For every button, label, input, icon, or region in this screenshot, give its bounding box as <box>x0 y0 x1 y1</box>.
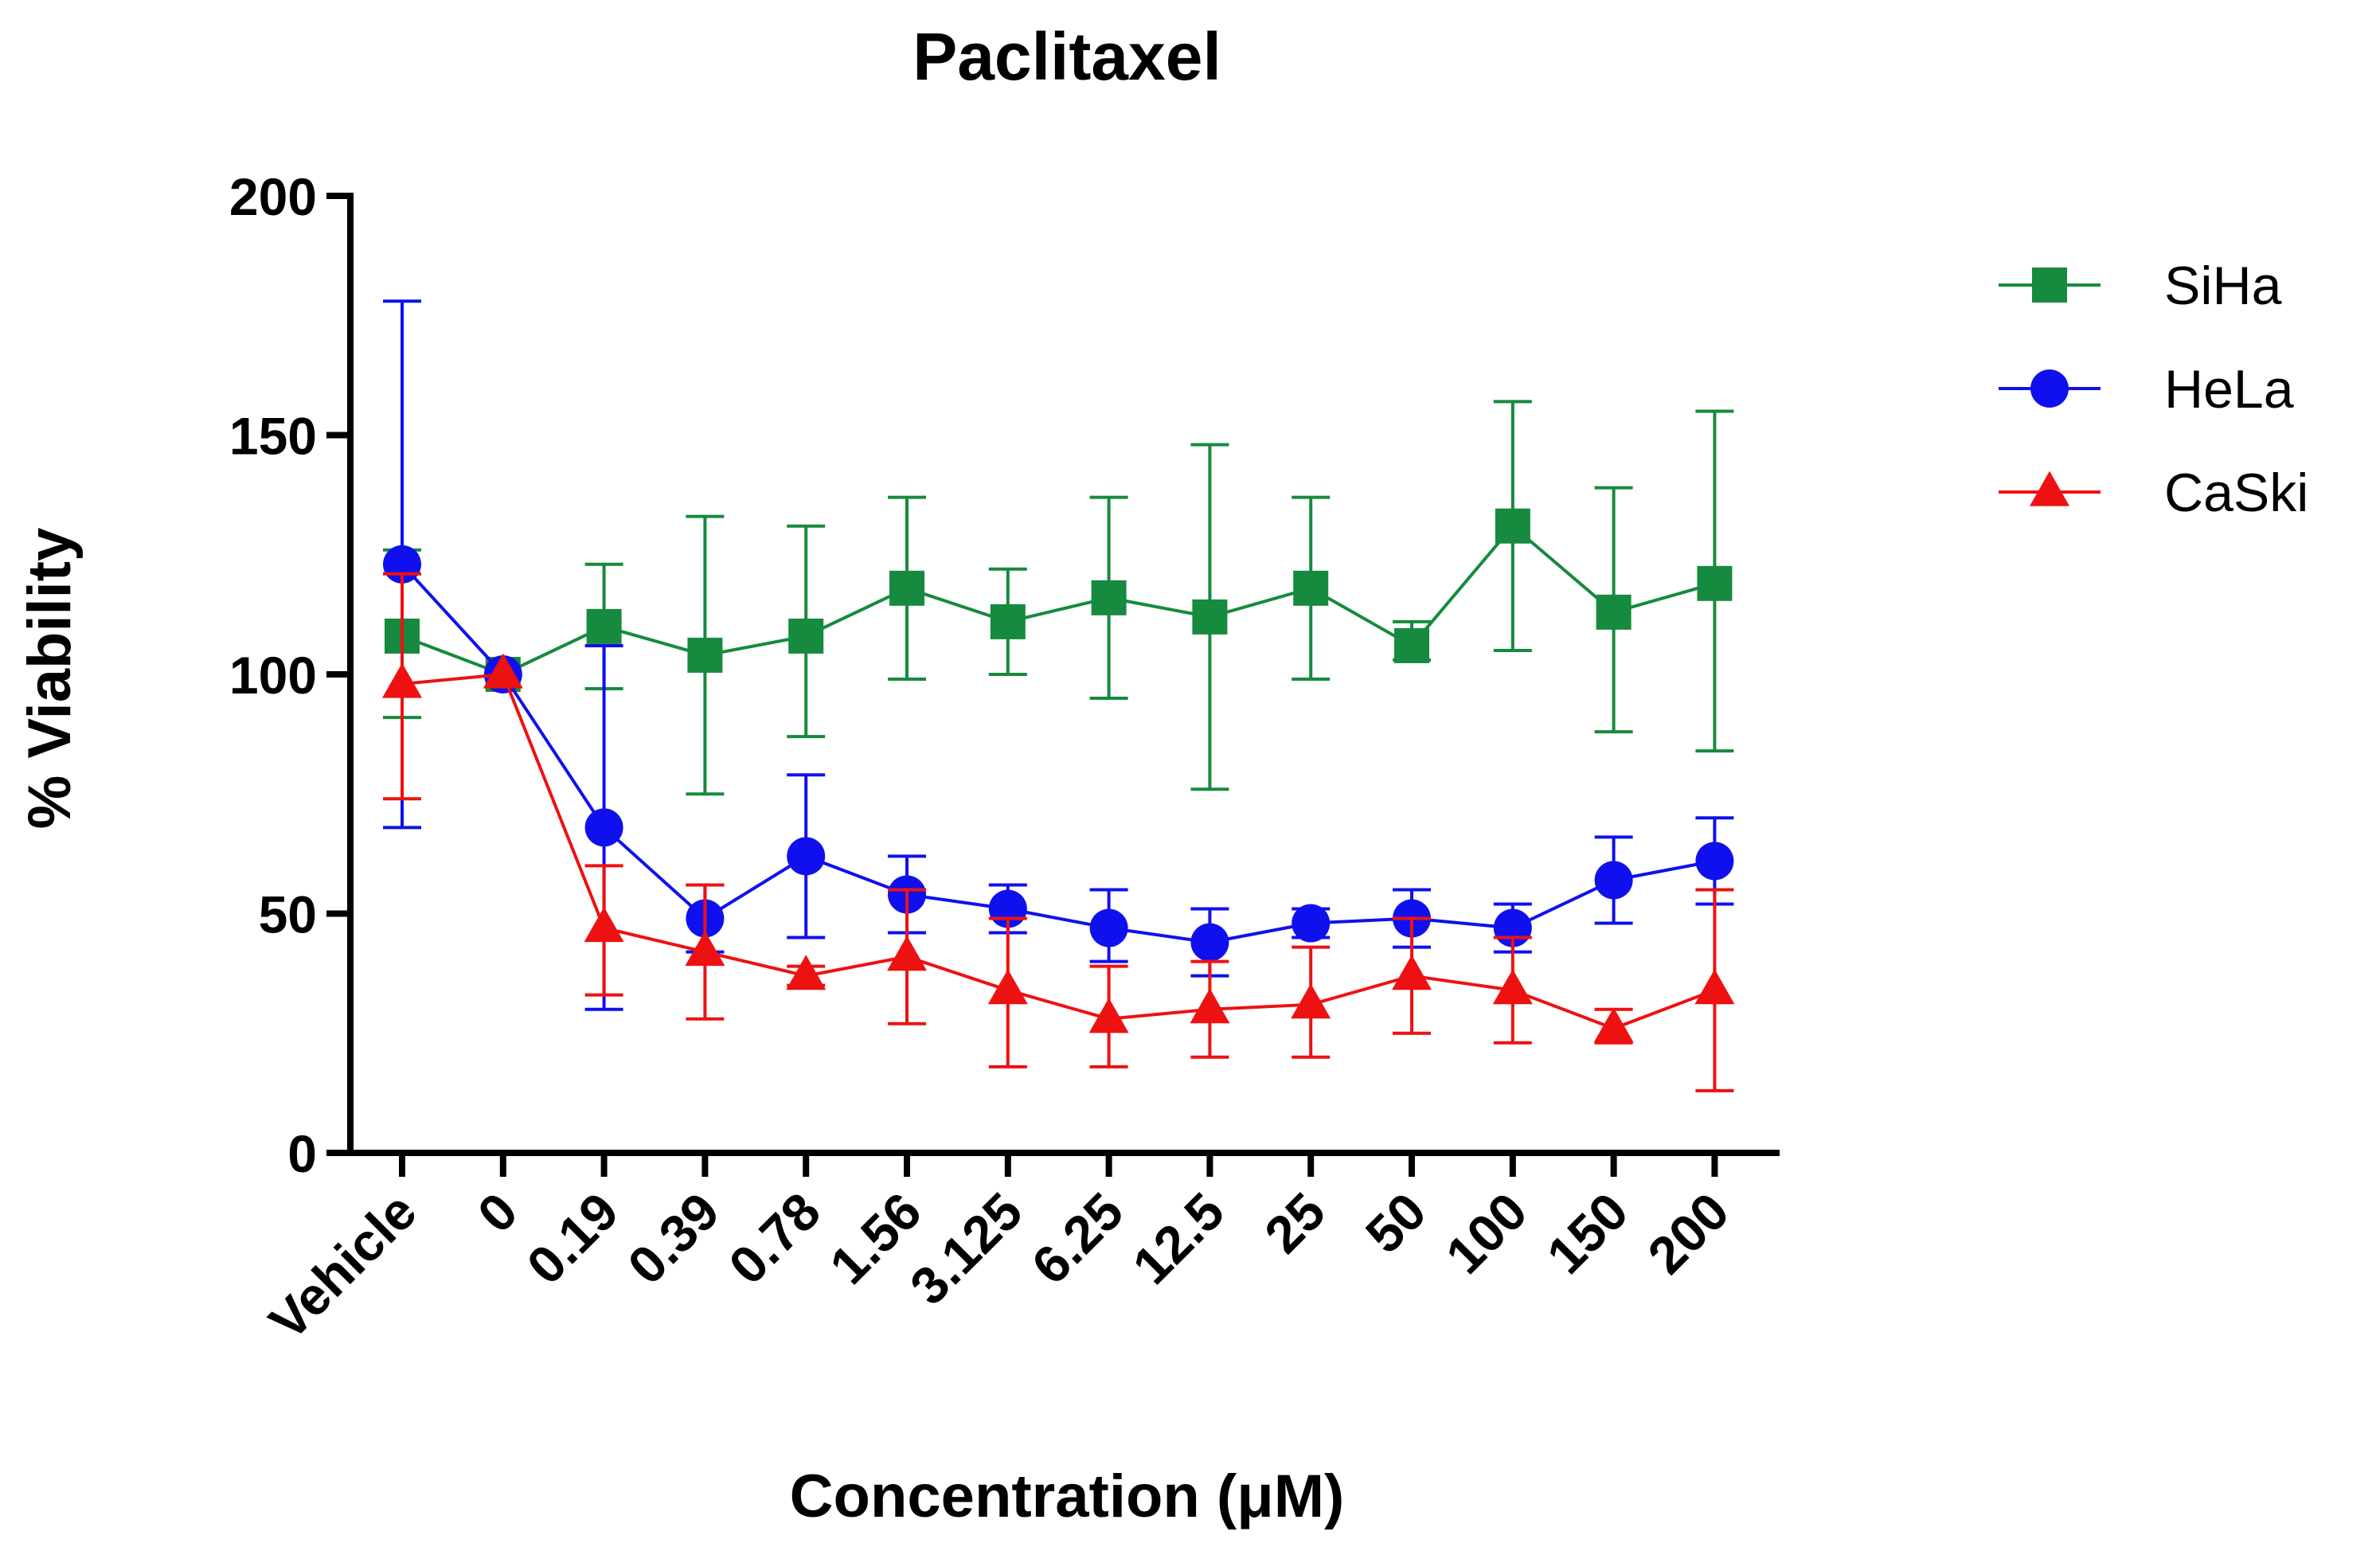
x-tick-label: 200 <box>1636 1182 1740 1285</box>
siha-point <box>1293 570 1329 606</box>
y-tick-label: 0 <box>287 1124 317 1183</box>
x-tick-label: 0.19 <box>515 1182 629 1295</box>
legend-item-hela: HeLa <box>1999 359 2294 420</box>
siha-point <box>1192 599 1228 635</box>
caski-point <box>786 955 827 990</box>
legend-item-siha: SiHa <box>1999 256 2282 316</box>
hela-point <box>1190 923 1229 962</box>
siha-point <box>1697 565 1733 601</box>
y-tick-label: 200 <box>229 167 317 226</box>
siha-point <box>687 637 723 673</box>
caski-point <box>1291 983 1331 1019</box>
caski-point <box>685 931 725 967</box>
hela-point <box>787 837 826 876</box>
legend-marker-caski <box>2030 471 2069 506</box>
x-tick-label: 0.39 <box>616 1182 730 1295</box>
hela-point <box>584 808 623 847</box>
siha-line <box>401 523 1715 677</box>
y-tick-label: 50 <box>259 885 317 944</box>
caski-line <box>401 672 1716 1030</box>
x-tick-label: 25 <box>1253 1182 1336 1264</box>
siha-point <box>889 570 924 606</box>
caski-point <box>1392 955 1432 990</box>
series-hela <box>383 299 1734 1011</box>
caski-point <box>382 662 422 698</box>
hela-point <box>1089 908 1128 947</box>
siha-point <box>1596 594 1632 630</box>
y-axis-title: % Viability <box>16 528 84 830</box>
caski-point <box>584 907 624 943</box>
caski-point <box>987 969 1028 1005</box>
hela-point <box>1695 842 1734 881</box>
x-tick-label: 100 <box>1435 1182 1538 1285</box>
legend: SiHa HeLa CaSki <box>1999 256 2308 523</box>
legend-marker-hela <box>2030 369 2069 408</box>
x-tick-label: 0 <box>466 1182 528 1244</box>
x-tick-label: 50 <box>1354 1182 1437 1264</box>
series-siha <box>383 400 1734 796</box>
x-tick-label: 150 <box>1535 1182 1639 1285</box>
hela-point <box>1594 861 1633 900</box>
x-tick-label: Vehicle <box>258 1182 428 1351</box>
siha-point <box>788 618 824 654</box>
legend-label-siha: SiHa <box>2164 256 2282 316</box>
caski-point <box>1593 1007 1634 1043</box>
caski-point <box>1694 969 1735 1005</box>
x-tick-label: 6.25 <box>1020 1182 1134 1295</box>
siha-point <box>990 604 1026 639</box>
caski-point <box>1088 998 1129 1033</box>
y-tick-label: 150 <box>229 407 317 466</box>
siha-point <box>1091 580 1127 615</box>
legend-label-hela: HeLa <box>2164 359 2294 420</box>
caski-point <box>1190 988 1230 1024</box>
legend-marker-siha <box>2032 268 2067 303</box>
caski-point <box>483 653 523 689</box>
x-axis-title: Concentration (μM) <box>790 1463 1345 1530</box>
siha-point <box>586 608 622 644</box>
x-tick-label: 12.5 <box>1121 1182 1235 1295</box>
siha-point <box>1394 627 1429 663</box>
x-tick-label: 3.125 <box>899 1182 1034 1316</box>
hela-point <box>1292 904 1331 943</box>
x-tick-label: 0.78 <box>717 1182 831 1295</box>
legend-item-caski: CaSki <box>1999 463 2308 523</box>
series-caski <box>382 572 1735 1092</box>
legend-label-caski: CaSki <box>2164 463 2308 523</box>
siha-point <box>1495 508 1530 544</box>
chart-title: Paclitaxel <box>913 19 1221 94</box>
y-tick-label: 100 <box>229 646 317 705</box>
caski-point <box>887 936 927 971</box>
caski-point <box>1492 969 1533 1005</box>
series-layer <box>382 299 1735 1092</box>
